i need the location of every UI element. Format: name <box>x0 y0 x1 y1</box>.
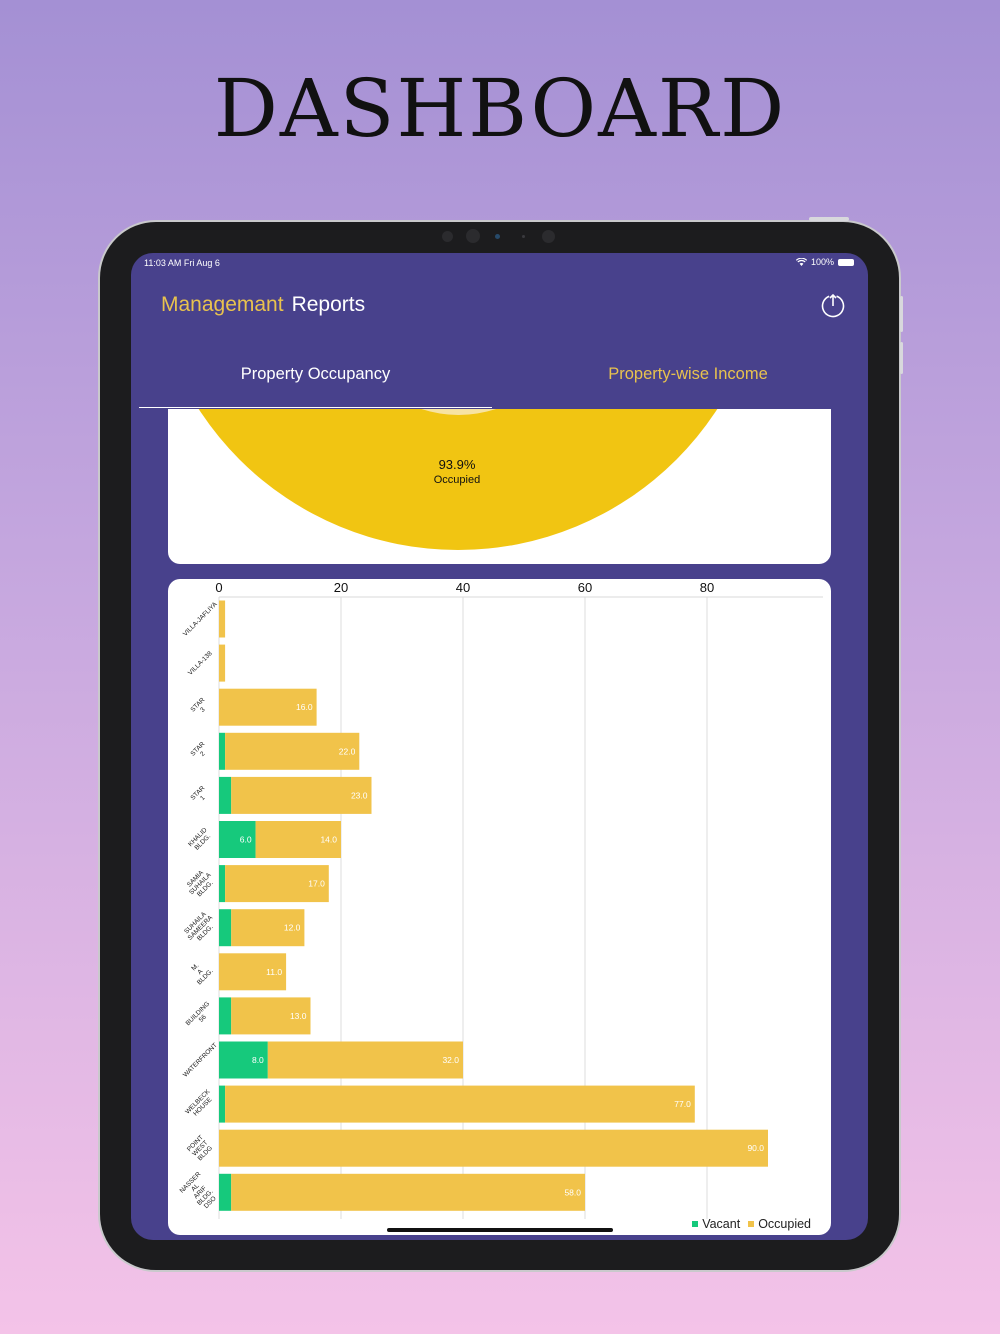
home-indicator <box>387 1228 613 1232</box>
chart-legend: Vacant Occupied <box>692 1217 811 1231</box>
status-bar: 11:03 AM Fri Aug 6 100% <box>131 253 868 273</box>
bar-occupied <box>219 600 226 638</box>
occupancy-bar-chart: 0 20 40 60 80 VILLA-JAFLIYA VILLA-138 16.0 STAR3… <box>179 580 823 1219</box>
bar-vacant <box>219 909 232 947</box>
bar-vacant <box>219 1041 268 1079</box>
camera-array <box>440 228 560 246</box>
bar-value-label: 14.0 <box>320 835 337 845</box>
pie-slice-vacant <box>421 409 496 415</box>
pie-label: Occupied <box>433 474 481 486</box>
nav-title: Managemant Reports <box>161 293 365 317</box>
power-side-button <box>900 342 903 374</box>
bar-value-label: 8.0 <box>252 1055 264 1065</box>
bar-value-label: 13.0 <box>290 1011 307 1021</box>
bar-occupied <box>231 997 311 1035</box>
y-category-label: STAR2 <box>189 741 211 763</box>
y-category-label: BUILDING56 <box>185 1000 217 1032</box>
bar-value-label: 23.0 <box>351 790 368 800</box>
bar-value-label: 58.0 <box>564 1187 581 1197</box>
y-category-label: STAR3 <box>189 696 211 718</box>
y-category-label: POINTWESTBLDG <box>186 1134 215 1163</box>
bar-occupied <box>231 776 372 814</box>
bar-vacant <box>219 865 226 903</box>
occupancy-pie-card: 93.9% Occupied <box>168 409 831 564</box>
bar-vacant <box>219 1085 226 1123</box>
bar-occupied <box>219 688 317 726</box>
nav-title-primary: Managemant <box>161 293 284 316</box>
y-category-label: VILLA-138 <box>187 650 214 677</box>
y-category-label: NASSERALARIFBLDG.DSO <box>179 1171 223 1215</box>
y-category-label: STAR1 <box>189 785 211 807</box>
nav-title-secondary: Reports <box>291 293 366 316</box>
app-screen: 11:03 AM Fri Aug 6 100% Managemant Report… <box>131 253 868 1240</box>
bar-value-label: 22.0 <box>339 746 356 756</box>
bar-occupied <box>225 865 329 903</box>
x-tick-label: 80 <box>700 580 714 595</box>
bar-occupied <box>219 953 287 991</box>
bar-value-label: 77.0 <box>674 1099 691 1109</box>
legend-label-vacant: Vacant <box>702 1217 741 1231</box>
y-category-label: WELBECKHOUSE <box>184 1088 217 1121</box>
segment-tabs: Property Occupancy Property-wise Income <box>139 353 861 408</box>
bar-value-label: 6.0 <box>240 835 252 845</box>
tab-property-occupancy[interactable]: Property Occupancy <box>139 353 492 408</box>
bar-vacant <box>219 821 256 858</box>
x-tick-label: 20 <box>334 580 348 595</box>
bar-vacant <box>219 1173 232 1211</box>
bar-occupied <box>225 732 360 770</box>
power-icon[interactable] <box>820 292 846 318</box>
bar-occupied <box>231 1173 585 1211</box>
bar-value-label: 90.0 <box>747 1143 764 1153</box>
legend-swatch-vacant <box>692 1221 699 1227</box>
bar-occupied <box>219 644 226 682</box>
status-indicators: 100% <box>795 257 854 267</box>
y-category-label: SAMIASUHAILABLDG. <box>183 866 218 901</box>
bar-occupied <box>255 821 341 858</box>
bar-value-label: 12.0 <box>284 923 301 933</box>
bar-occupied <box>267 1041 463 1079</box>
wifi-icon <box>795 258 807 266</box>
status-time: 11:03 AM Fri Aug 6 <box>144 258 220 268</box>
y-category-label: WATERFRONT <box>182 1042 219 1079</box>
bar-occupied <box>225 1085 695 1123</box>
pie-slice-occupied <box>198 409 718 550</box>
y-category-label: SUHAILASAMEERABLDG. <box>182 909 220 947</box>
battery-percent: 100% <box>810 257 834 267</box>
tab-property-wise-income[interactable]: Property-wise Income <box>608 365 768 383</box>
pie-value: 93.9% <box>438 457 476 472</box>
battery-icon <box>838 258 854 266</box>
bar-occupied <box>231 909 305 947</box>
bar-value-label: 32.0 <box>442 1055 459 1065</box>
bar-value-label: 11.0 <box>266 967 282 977</box>
x-tick-label: 60 <box>578 580 592 595</box>
bar-vacant <box>219 997 232 1035</box>
x-tick-label: 0 <box>215 580 222 595</box>
bar-value-label: 17.0 <box>308 879 325 889</box>
bar-vacant <box>219 776 232 814</box>
y-category-label: VILLA-JAFLIYA <box>182 600 219 637</box>
occupancy-pie <box>198 409 718 550</box>
y-category-label: KHALIDBLDG. <box>187 826 214 853</box>
bar-value-label: 16.0 <box>296 702 313 712</box>
page-headline: DASHBOARD <box>213 62 787 155</box>
volume-down-button <box>900 296 903 332</box>
bar-occupied <box>219 1129 768 1167</box>
x-tick-label: 40 <box>456 580 470 595</box>
bar-vacant <box>219 732 226 770</box>
occupancy-bar-chart-card: 0 20 40 60 80 VILLA-JAFLIYA VILLA-138 16.0 STAR3… <box>168 579 831 1235</box>
legend-swatch-occupied <box>748 1221 755 1227</box>
volume-up-button <box>809 217 849 221</box>
y-category-label: M.ABLDG. <box>186 958 215 987</box>
legend-label-occupied: Occupied <box>758 1217 811 1231</box>
